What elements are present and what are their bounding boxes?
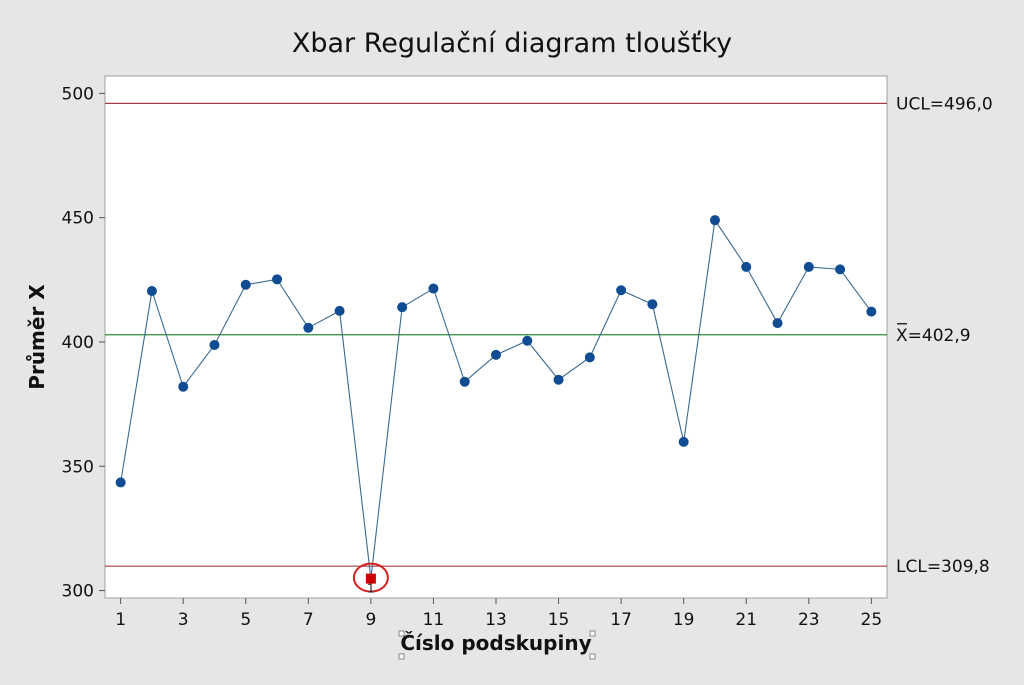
x-tick-label: 23 bbox=[798, 610, 820, 630]
data-point bbox=[397, 302, 408, 313]
y-tick-label: 400 bbox=[62, 333, 94, 353]
y-axis: 300 350 400 450 500 bbox=[62, 84, 105, 602]
data-point bbox=[178, 381, 189, 392]
x-tick-label: 21 bbox=[735, 610, 757, 630]
x-axis: 1 3 5 7 9 11 13 15 17 19 21 23 25 bbox=[115, 598, 882, 630]
chart-title: Xbar Regulační diagram tloušťky bbox=[292, 28, 732, 59]
data-point bbox=[334, 305, 345, 316]
x-tick-label: 9 bbox=[365, 610, 376, 630]
x-tick-label: 19 bbox=[673, 610, 695, 630]
data-point bbox=[741, 261, 752, 272]
control-line-label: LCL=309,8 bbox=[896, 557, 990, 577]
data-point bbox=[647, 299, 658, 310]
data-point bbox=[428, 283, 439, 294]
data-point bbox=[240, 279, 251, 290]
data-point bbox=[303, 322, 314, 333]
x-tick-label: 15 bbox=[548, 610, 570, 630]
data-point bbox=[146, 286, 157, 297]
data-point bbox=[709, 215, 720, 226]
selection-handle bbox=[398, 630, 405, 637]
x-axis-label-group: Číslo podskupiny bbox=[398, 630, 596, 660]
data-point bbox=[522, 335, 533, 346]
selection-handle bbox=[589, 653, 596, 660]
x-axis-label: Číslo podskupiny bbox=[400, 631, 591, 655]
selection-handle bbox=[398, 653, 405, 660]
selection-handle bbox=[589, 630, 596, 637]
x-tick-label: 13 bbox=[485, 610, 507, 630]
plot-area bbox=[104, 75, 888, 599]
data-point bbox=[553, 374, 564, 385]
data-point bbox=[678, 436, 689, 447]
data-point bbox=[584, 352, 595, 363]
x-tick-label: 1 bbox=[115, 610, 126, 630]
data-point bbox=[616, 285, 627, 296]
y-tick-label: 350 bbox=[62, 457, 94, 477]
y-tick-label: 450 bbox=[62, 209, 94, 229]
data-point bbox=[459, 376, 470, 387]
x-tick-label: 11 bbox=[423, 610, 445, 630]
data-point bbox=[866, 306, 877, 317]
data-point bbox=[115, 477, 126, 488]
out-of-control-flag: 1 bbox=[367, 582, 375, 596]
x-tick-label: 25 bbox=[861, 610, 883, 630]
x-tick-label: 5 bbox=[240, 610, 251, 630]
y-tick-label: 500 bbox=[62, 84, 94, 104]
data-point bbox=[803, 261, 814, 272]
data-point bbox=[835, 264, 846, 275]
control-line-label: X=402,9 bbox=[896, 326, 971, 346]
out-of-control-ring bbox=[352, 562, 389, 593]
y-axis-label: Průměr X bbox=[25, 284, 49, 390]
x-tick-label: 7 bbox=[303, 610, 314, 630]
data-point bbox=[491, 349, 501, 360]
y-tick-label: 300 bbox=[62, 582, 94, 602]
data-point bbox=[772, 318, 783, 329]
series-layer: 1 bbox=[115, 215, 877, 596]
data-point bbox=[272, 274, 283, 285]
control-lines: UCL=496,0 X=402,9 LCL=309,8 bbox=[105, 94, 993, 577]
data-point bbox=[209, 339, 220, 350]
data-point-out-of-control bbox=[365, 573, 376, 584]
x-tick-label: 17 bbox=[610, 610, 632, 630]
x-tick-label: 3 bbox=[178, 610, 189, 630]
control-line-label: UCL=496,0 bbox=[896, 94, 993, 114]
